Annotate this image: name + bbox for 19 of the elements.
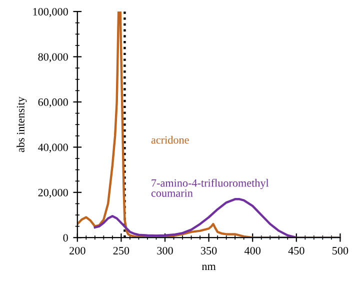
y-tick-label: 80,000	[38, 53, 68, 62]
y-tick-label: 40,000	[38, 144, 68, 153]
text: acridone	[151, 136, 189, 144]
series-label: 7-amino-4-trifluoromethyl coumarin	[151, 178, 269, 197]
y-tick-label: 0	[63, 234, 68, 242]
y-tick-label: 60,000	[38, 98, 68, 108]
y-axis-title: abs intensity	[16, 96, 27, 152]
x-tick-label: 250	[113, 246, 130, 254]
x-tick-label: 200	[70, 246, 86, 254]
x-tick-label: 450	[288, 246, 304, 254]
y-tick-label: 20,000	[38, 188, 68, 198]
x-tick-label: 400	[244, 246, 261, 254]
x-tick-label: 300	[157, 246, 173, 254]
x-tick-label: 350	[201, 246, 217, 254]
y-tick-label: 100,000	[33, 8, 68, 18]
x-tick-label: 500	[332, 246, 348, 254]
line-series	[77, 12, 340, 238]
line-series	[94, 198, 298, 238]
x-axis-title: nm	[202, 264, 216, 270]
